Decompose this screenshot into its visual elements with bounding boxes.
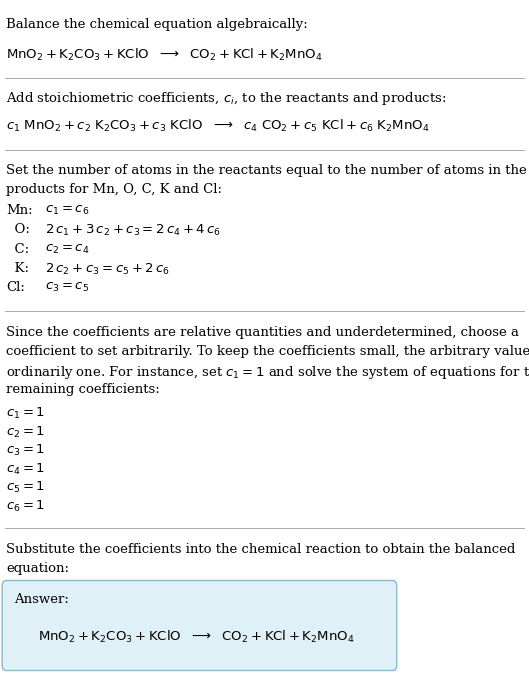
Text: $\mathrm{MnO_2 + K_2CO_3 + KClO\ \ \longrightarrow\ \ CO_2 + KCl + K_2MnO_4}$: $\mathrm{MnO_2 + K_2CO_3 + KClO\ \ \long… (6, 47, 323, 63)
Text: $c_6 = 1$: $c_6 = 1$ (6, 499, 45, 514)
Text: $c_2 = c_4$: $c_2 = c_4$ (45, 243, 89, 256)
Text: K:: K: (6, 262, 29, 275)
Text: $c_1 = c_6$: $c_1 = c_6$ (45, 204, 89, 217)
Text: Add stoichiometric coefficients, $c_i$, to the reactants and products:: Add stoichiometric coefficients, $c_i$, … (6, 90, 446, 107)
Text: Substitute the coefficients into the chemical reaction to obtain the balanced: Substitute the coefficients into the che… (6, 543, 516, 556)
Text: $2\,c_1 + 3\,c_2 + c_3 = 2\,c_4 + 4\,c_6$: $2\,c_1 + 3\,c_2 + c_3 = 2\,c_4 + 4\,c_6… (45, 223, 221, 238)
Text: $\mathrm{MnO_2 + K_2CO_3 + KClO\ \ \longrightarrow\ \ CO_2 + KCl + K_2MnO_4}$: $\mathrm{MnO_2 + K_2CO_3 + KClO\ \ \long… (38, 629, 355, 645)
Text: products for Mn, O, C, K and Cl:: products for Mn, O, C, K and Cl: (6, 183, 222, 196)
Text: $c_1 = 1$: $c_1 = 1$ (6, 406, 45, 421)
Text: C:: C: (6, 243, 30, 256)
Text: Mn:: Mn: (6, 204, 33, 217)
Text: O:: O: (6, 223, 30, 236)
Text: coefficient to set arbitrarily. To keep the coefficients small, the arbitrary va: coefficient to set arbitrarily. To keep … (6, 345, 529, 358)
Text: equation:: equation: (6, 562, 69, 575)
Text: $c_1\ \mathrm{MnO_2} + c_2\ \mathrm{K_2CO_3} + c_3\ \mathrm{KClO}\ \ \longrighta: $c_1\ \mathrm{MnO_2} + c_2\ \mathrm{K_2C… (6, 117, 430, 133)
FancyBboxPatch shape (2, 581, 397, 671)
Text: Balance the chemical equation algebraically:: Balance the chemical equation algebraica… (6, 18, 308, 31)
Text: $c_3 = 1$: $c_3 = 1$ (6, 443, 45, 458)
Text: Cl:: Cl: (6, 281, 25, 294)
Text: $c_3 = c_5$: $c_3 = c_5$ (45, 281, 89, 294)
Text: Since the coefficients are relative quantities and underdetermined, choose a: Since the coefficients are relative quan… (6, 326, 519, 339)
Text: $c_4 = 1$: $c_4 = 1$ (6, 462, 45, 477)
Text: $c_2 = 1$: $c_2 = 1$ (6, 425, 45, 440)
Text: ordinarily one. For instance, set $c_1 = 1$ and solve the system of equations fo: ordinarily one. For instance, set $c_1 =… (6, 364, 529, 381)
Text: Answer:: Answer: (14, 593, 69, 606)
Text: remaining coefficients:: remaining coefficients: (6, 383, 160, 396)
Text: $c_5 = 1$: $c_5 = 1$ (6, 480, 45, 495)
Text: Set the number of atoms in the reactants equal to the number of atoms in the: Set the number of atoms in the reactants… (6, 164, 527, 177)
Text: $2\,c_2 + c_3 = c_5 + 2\,c_6$: $2\,c_2 + c_3 = c_5 + 2\,c_6$ (45, 262, 170, 277)
